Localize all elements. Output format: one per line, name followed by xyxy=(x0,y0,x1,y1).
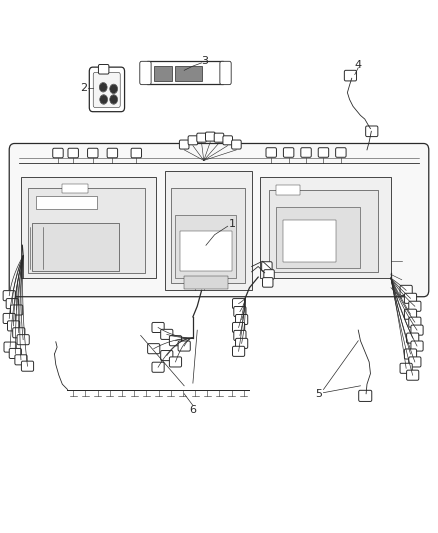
Bar xyxy=(165,171,252,290)
FancyBboxPatch shape xyxy=(4,342,16,352)
FancyBboxPatch shape xyxy=(11,305,23,315)
FancyBboxPatch shape xyxy=(261,262,272,271)
FancyBboxPatch shape xyxy=(13,328,25,338)
FancyBboxPatch shape xyxy=(366,126,378,136)
FancyBboxPatch shape xyxy=(409,357,421,367)
FancyBboxPatch shape xyxy=(152,322,164,333)
FancyBboxPatch shape xyxy=(188,136,198,145)
Bar xyxy=(154,66,172,81)
FancyBboxPatch shape xyxy=(409,301,421,311)
FancyBboxPatch shape xyxy=(266,148,276,157)
FancyBboxPatch shape xyxy=(9,143,429,297)
Bar xyxy=(147,61,223,84)
FancyBboxPatch shape xyxy=(301,148,311,157)
FancyBboxPatch shape xyxy=(232,140,241,149)
FancyBboxPatch shape xyxy=(9,349,21,359)
Circle shape xyxy=(101,96,107,103)
FancyBboxPatch shape xyxy=(68,148,78,158)
FancyBboxPatch shape xyxy=(197,133,206,142)
FancyBboxPatch shape xyxy=(400,285,412,295)
FancyBboxPatch shape xyxy=(236,338,248,349)
FancyBboxPatch shape xyxy=(3,290,15,301)
FancyBboxPatch shape xyxy=(400,364,412,373)
Bar xyxy=(269,190,378,272)
FancyBboxPatch shape xyxy=(7,321,20,331)
Bar xyxy=(260,177,391,278)
Circle shape xyxy=(111,85,117,93)
FancyBboxPatch shape xyxy=(264,270,274,279)
FancyBboxPatch shape xyxy=(262,278,273,287)
FancyBboxPatch shape xyxy=(233,346,245,357)
FancyBboxPatch shape xyxy=(234,330,246,341)
FancyBboxPatch shape xyxy=(93,72,120,108)
FancyBboxPatch shape xyxy=(148,344,160,354)
FancyBboxPatch shape xyxy=(180,140,189,149)
Bar xyxy=(21,177,156,278)
FancyBboxPatch shape xyxy=(17,335,29,345)
FancyBboxPatch shape xyxy=(220,61,231,85)
Text: 5: 5 xyxy=(316,389,323,399)
Text: 4: 4 xyxy=(355,60,362,70)
Bar xyxy=(32,223,119,271)
Bar xyxy=(184,276,228,289)
Circle shape xyxy=(111,96,117,103)
Bar xyxy=(276,207,360,268)
Bar xyxy=(283,220,336,262)
FancyBboxPatch shape xyxy=(161,351,173,361)
FancyBboxPatch shape xyxy=(406,370,419,380)
FancyBboxPatch shape xyxy=(223,136,233,145)
FancyBboxPatch shape xyxy=(236,314,248,325)
FancyBboxPatch shape xyxy=(234,306,246,317)
FancyBboxPatch shape xyxy=(404,293,417,303)
FancyBboxPatch shape xyxy=(409,317,421,327)
Bar xyxy=(176,215,237,278)
FancyBboxPatch shape xyxy=(214,133,224,142)
FancyBboxPatch shape xyxy=(89,67,124,112)
FancyBboxPatch shape xyxy=(88,148,98,158)
FancyBboxPatch shape xyxy=(411,325,423,335)
FancyBboxPatch shape xyxy=(3,313,15,324)
FancyBboxPatch shape xyxy=(178,341,190,351)
FancyBboxPatch shape xyxy=(233,298,245,309)
FancyBboxPatch shape xyxy=(170,357,182,367)
FancyBboxPatch shape xyxy=(336,148,346,157)
FancyBboxPatch shape xyxy=(344,70,357,81)
FancyBboxPatch shape xyxy=(6,298,18,309)
Bar xyxy=(62,184,88,193)
FancyBboxPatch shape xyxy=(404,349,417,359)
Text: 3: 3 xyxy=(201,56,208,66)
Text: 6: 6 xyxy=(189,405,196,415)
FancyBboxPatch shape xyxy=(406,333,419,343)
Bar xyxy=(176,66,202,81)
FancyBboxPatch shape xyxy=(233,322,245,333)
FancyBboxPatch shape xyxy=(205,132,215,141)
FancyBboxPatch shape xyxy=(411,341,423,351)
FancyBboxPatch shape xyxy=(15,355,27,365)
FancyBboxPatch shape xyxy=(99,64,109,74)
FancyBboxPatch shape xyxy=(318,148,328,157)
FancyBboxPatch shape xyxy=(53,148,63,158)
Bar xyxy=(36,196,97,209)
Bar xyxy=(180,231,232,271)
FancyBboxPatch shape xyxy=(170,336,182,346)
FancyBboxPatch shape xyxy=(161,329,173,340)
FancyBboxPatch shape xyxy=(404,309,417,319)
FancyBboxPatch shape xyxy=(359,390,372,401)
FancyBboxPatch shape xyxy=(140,61,151,85)
Text: 1: 1 xyxy=(229,219,236,229)
Circle shape xyxy=(100,84,106,91)
Bar xyxy=(276,185,300,195)
FancyBboxPatch shape xyxy=(21,361,34,371)
Bar xyxy=(171,188,245,284)
Bar xyxy=(28,188,145,273)
FancyBboxPatch shape xyxy=(131,148,141,158)
FancyBboxPatch shape xyxy=(107,148,117,158)
Text: 2: 2 xyxy=(81,83,88,93)
FancyBboxPatch shape xyxy=(283,148,294,157)
FancyBboxPatch shape xyxy=(152,362,164,372)
